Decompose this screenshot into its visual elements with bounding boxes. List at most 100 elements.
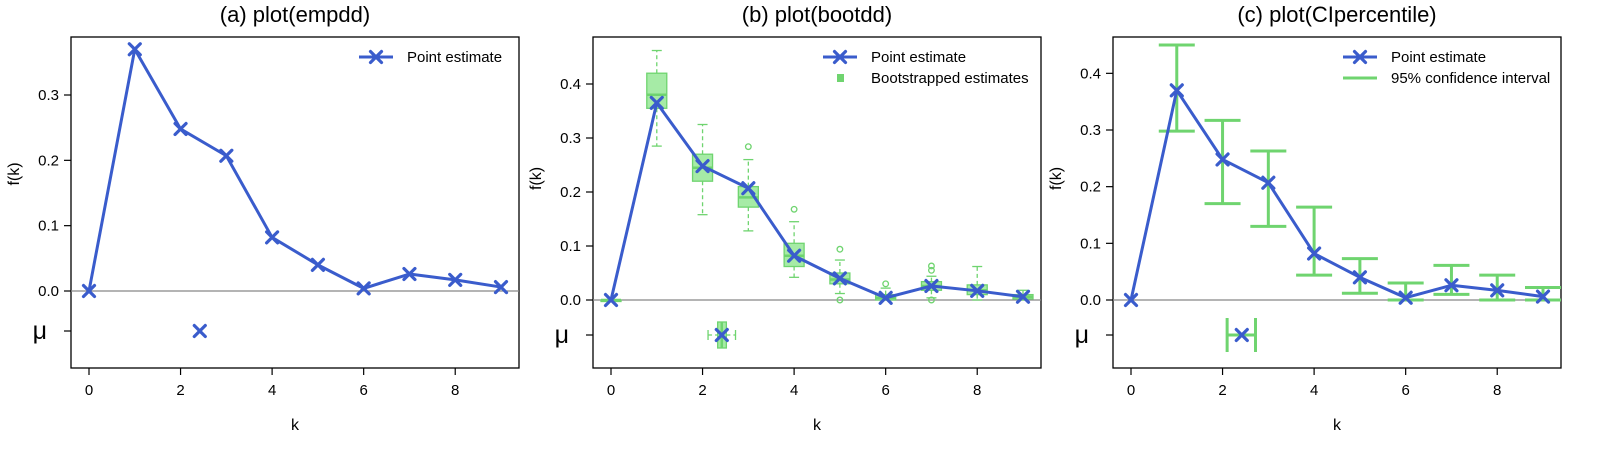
point-estimate-marker — [173, 121, 188, 137]
point-estimate-marker — [1169, 83, 1184, 98]
x-tick-label: 6 — [881, 382, 889, 399]
confidence-interval — [1479, 273, 1516, 302]
point-estimate-marker — [1215, 152, 1230, 167]
point-estimate-marker — [1261, 175, 1276, 190]
point-estimate-marker — [1490, 283, 1505, 298]
point-estimate-marker — [310, 257, 325, 272]
chart-title: (a) plot(empdd) — [220, 2, 370, 27]
y-tick-label: 0.0 — [560, 292, 581, 309]
outlier-point — [927, 266, 935, 274]
plot-frame — [1112, 36, 1562, 369]
chart-title: (b) plot(bootdd) — [742, 2, 892, 27]
x-tick-label: 0 — [607, 382, 615, 399]
x-tick-label: 0 — [1127, 382, 1135, 399]
legend: Point estimate Bootstrapped estimates — [823, 49, 1029, 87]
legend-key-marker — [368, 49, 384, 65]
y-tick-label: 0.4 — [1080, 65, 1101, 82]
bootstrap-boxplot — [783, 205, 805, 278]
point-estimate-marker — [695, 158, 710, 174]
chart-panel-2: (b) plot(bootdd) 0 2 4 6 8 0.0 0.1 0.2 0.3 0.4 μ k f(… — [528, 2, 1042, 434]
point-estimate-marker — [1123, 292, 1139, 308]
confidence-interval — [1204, 118, 1241, 206]
legend-key-box — [837, 74, 844, 82]
y-tick-label: 0.3 — [560, 130, 581, 147]
point-estimate-marker — [787, 248, 802, 263]
legend-label: Bootstrapped estimates — [871, 70, 1029, 87]
point-estimate-marker — [127, 42, 142, 57]
outlier-point — [744, 143, 752, 151]
x-tick-label: 8 — [973, 382, 981, 399]
legend-label: Point estimate — [407, 49, 502, 66]
x-tick-label: 0 — [85, 382, 93, 399]
mu-label: μ — [555, 321, 569, 349]
y-tick-label: 0.4 — [560, 76, 581, 93]
outlier-point — [882, 280, 890, 288]
point-estimate-marker — [356, 281, 371, 296]
mu-point-estimate-marker — [714, 327, 729, 343]
point-estimate-marker — [970, 283, 985, 298]
point-estimate-marker — [219, 148, 234, 163]
y-tick-label: 0.1 — [560, 238, 581, 255]
y-tick-label: 0.0 — [38, 283, 59, 300]
legend-label: 95% confidence interval — [1391, 70, 1550, 87]
legend-key-marker — [1352, 49, 1368, 65]
confidence-interval — [1250, 149, 1287, 228]
x-tick-label: 2 — [698, 382, 706, 399]
point-estimate-line — [609, 101, 1024, 301]
point-estimate-marker — [924, 278, 939, 294]
point-estimate-marker — [603, 292, 619, 308]
y-tick-label: 0.3 — [38, 87, 59, 104]
outlier-point — [790, 205, 798, 213]
y-axis-label: f(k) — [1048, 167, 1065, 190]
point-estimate-marker — [81, 283, 97, 299]
y-axis-label: f(k) — [528, 167, 545, 190]
bootstrap-boxplot — [920, 262, 943, 304]
confidence-interval — [1433, 263, 1470, 296]
confidence-interval — [1296, 205, 1333, 277]
outlier-point — [836, 296, 844, 304]
x-tick-label: 2 — [176, 382, 184, 399]
plot-frame — [70, 36, 520, 369]
point-estimate-marker — [1352, 270, 1367, 285]
mu-point-estimate-marker — [192, 323, 207, 339]
y-tick-label: 0.0 — [1080, 292, 1101, 309]
point-estimate-marker — [832, 271, 847, 286]
x-tick-label: 8 — [1493, 382, 1501, 399]
chart-panel-3: (c) plot(CIpercentile) 0 2 4 6 8 0.0 0.1 0.2 0.3 0… — [1048, 2, 1562, 434]
legend-label: Point estimate — [871, 49, 966, 66]
x-axis-label: k — [291, 417, 300, 434]
mu-point-estimate-marker — [1234, 327, 1249, 343]
x-tick-label: 2 — [1218, 382, 1226, 399]
point-estimate-marker — [448, 272, 463, 287]
legend-label: Point estimate — [1391, 49, 1486, 66]
y-tick-label: 0.2 — [1080, 179, 1101, 196]
point-estimate-marker — [741, 181, 756, 196]
outlier-point — [836, 245, 844, 253]
plot-frame — [592, 36, 1042, 369]
y-tick-label: 0.1 — [38, 218, 59, 235]
point-estimate-line — [87, 47, 502, 292]
mu-label: μ — [1075, 321, 1089, 349]
x-tick-label: 8 — [451, 382, 459, 399]
legend: Point estimate 95% confidence interval — [1343, 49, 1550, 87]
x-axis-label: k — [1333, 417, 1342, 434]
y-axis-label: f(k) — [6, 162, 23, 185]
point-estimate-marker — [265, 230, 280, 245]
point-estimate-marker — [1307, 246, 1322, 261]
point-estimate-marker — [1444, 278, 1459, 293]
y-tick-label: 0.3 — [1080, 122, 1101, 139]
x-tick-label: 6 — [359, 382, 367, 399]
legend: Point estimate — [359, 49, 502, 66]
point-estimate-marker — [1535, 289, 1551, 304]
outlier-point — [927, 296, 935, 304]
point-estimate-marker — [402, 266, 417, 282]
x-tick-label: 4 — [268, 382, 276, 399]
point-estimate-marker — [493, 279, 509, 295]
x-tick-label: 4 — [790, 382, 798, 399]
mu-label: μ — [33, 317, 47, 345]
bootstrap-boxplot — [966, 265, 988, 301]
y-tick-label: 0.2 — [38, 152, 59, 169]
legend-key-marker — [832, 49, 848, 65]
x-axis-label: k — [813, 417, 822, 434]
